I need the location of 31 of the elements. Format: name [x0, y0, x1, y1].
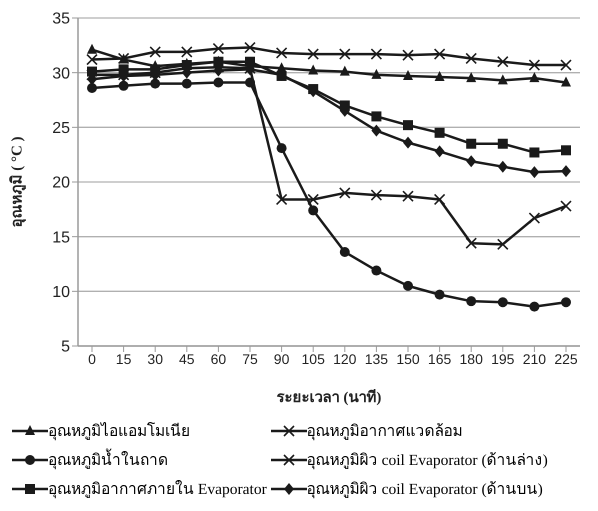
legend-label: อุณหภูมิอากาศแวดล้อม: [306, 422, 463, 442]
y-tick-label: 5: [61, 338, 70, 356]
legend-label: อุณหภูมิไอแอมโมเนีย: [48, 421, 190, 442]
legend-label: อุณหภูมิผิว coil Evaporator (ด้านบน): [306, 480, 543, 500]
x-tick-label: 30: [147, 350, 164, 367]
x-tick-label: 180: [460, 350, 484, 367]
x-tick-label: 45: [179, 350, 195, 367]
x-tick-label: 60: [210, 350, 226, 367]
y-tick-label: 10: [52, 284, 70, 302]
x-tick-label: 210: [522, 350, 546, 367]
legend-label: อุณหภูมิผิว coil Evaporator (ด้านล่าง): [306, 451, 548, 472]
x-tick-label: 90: [274, 350, 290, 367]
x-tick-label: 225: [554, 350, 578, 367]
legend-label: อุณหภูมิน้ำในถาด: [48, 448, 168, 472]
x-tick-label: 135: [364, 350, 388, 367]
x-tick-label: 165: [428, 350, 452, 367]
x-tick-label: 15: [116, 350, 132, 367]
legend-label: อุณหภูมิอากาศภายใน Evaporator: [48, 479, 267, 500]
x-tick-label: 150: [396, 350, 420, 367]
x-tick-label: 105: [302, 350, 326, 367]
y-axis-title: อุณหภูมิ ( °C ): [7, 136, 26, 228]
x-tick-label: 120: [333, 350, 357, 367]
y-tick-label: 15: [52, 229, 70, 246]
y-tick-label: 30: [52, 65, 70, 82]
x-tick-label: 195: [491, 350, 515, 367]
x-axis-title: ระยะเวลา (นาที): [276, 389, 382, 406]
y-tick-label: 25: [52, 120, 70, 138]
y-tick-label: 20: [52, 174, 70, 192]
y-tick-label: 35: [52, 10, 70, 28]
x-tick-label: 0: [88, 350, 96, 367]
x-tick-label: 75: [242, 350, 258, 367]
